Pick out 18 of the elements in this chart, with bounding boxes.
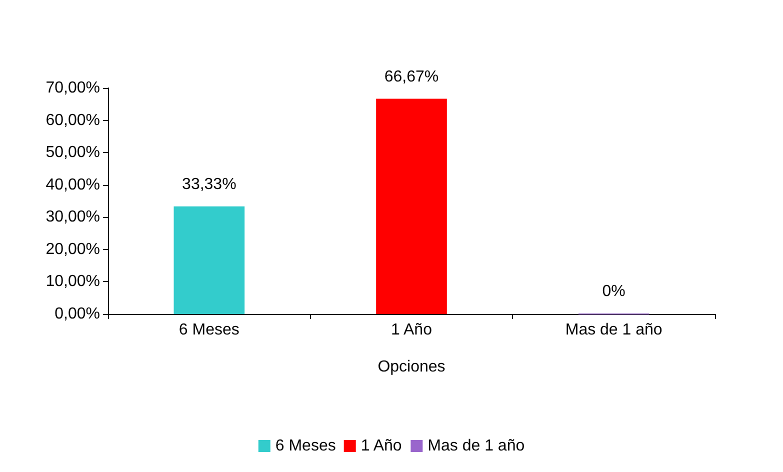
y-tick-label: 30,00% [46,208,100,226]
x-tick-label: 1 Año [391,322,432,338]
data-label: 0% [602,283,626,300]
legend-label: 6 Meses [275,438,336,454]
data-label: 33,33% [182,176,236,193]
data-label: 66,67% [384,68,439,86]
y-tick-label: 20,00% [46,240,100,258]
y-tick-label: 60,00% [46,112,100,129]
y-tick-label: 10,00% [46,273,100,290]
legend-label: Mas de 1 año [428,438,525,454]
legend-label: 1 Año [360,438,402,454]
x-tick-label: Mas de 1 año [565,322,662,338]
y-tick-label: 50,00% [46,144,100,162]
x-tick-label: 6 Meses [178,322,240,338]
y-tick-label: 0,00% [54,306,100,322]
y-tick-label: 70,00% [46,80,100,96]
y-tick-label: 40,00% [46,176,100,194]
x-axis-title: Opciones [378,358,446,376]
